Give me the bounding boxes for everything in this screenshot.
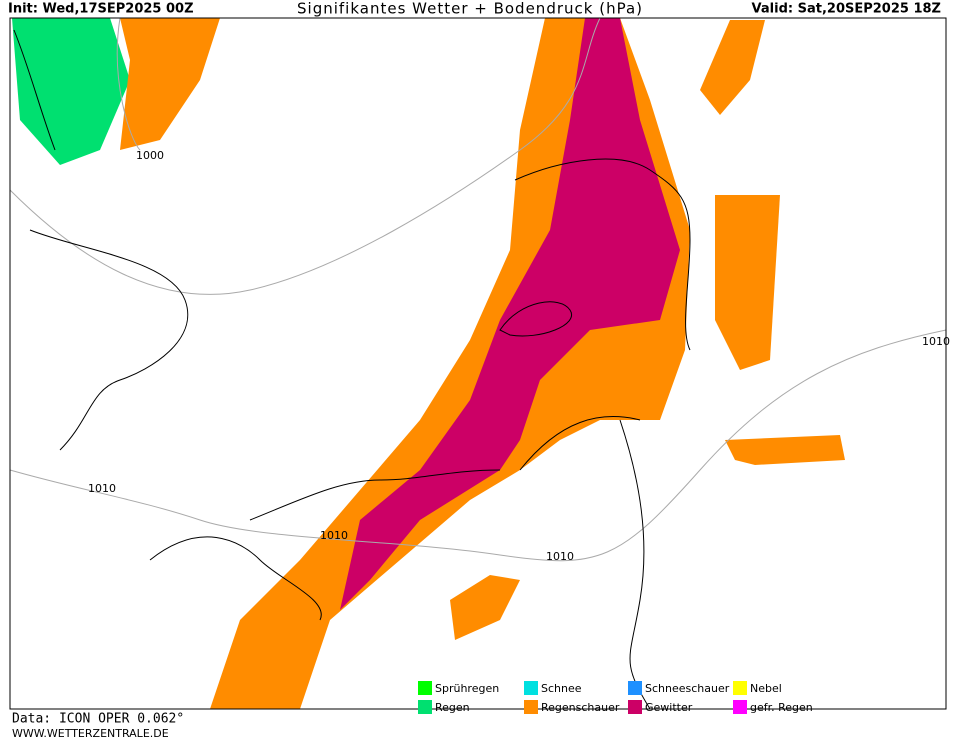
shower-area — [725, 435, 845, 465]
shower-area — [700, 20, 765, 115]
shower-area — [450, 575, 520, 640]
legend-swatch — [524, 700, 538, 714]
init-time: Init: Wed,17SEP2025 00Z — [8, 2, 194, 17]
border — [149, 416, 651, 710]
isobars — [9, 17, 947, 562]
legend-label: gefr. Regen — [750, 701, 813, 714]
legend-swatch — [628, 700, 642, 714]
isobar-label: 1010 — [88, 482, 116, 495]
website: WWW.WETTERZENTRALE.DE — [12, 727, 169, 740]
legend: Sprühregen Regen Schnee Regenschauer Schnees… — [418, 681, 813, 714]
isobar — [9, 329, 947, 562]
legend-label: Nebel — [750, 682, 782, 695]
valid-time: Valid: Sat,20SEP2025 18Z — [752, 2, 941, 17]
isobar-label: 1000 — [136, 149, 164, 162]
legend-swatch — [733, 700, 747, 714]
map-frame — [9, 17, 947, 710]
legend-label: Schnee — [541, 682, 582, 695]
legend-swatch — [418, 700, 432, 714]
isobar — [116, 17, 141, 151]
precip-areas — [12, 18, 845, 709]
isobar — [9, 17, 601, 295]
rain-area — [12, 18, 130, 165]
legend-label: Regenschauer — [541, 701, 620, 714]
legend-swatch — [524, 681, 538, 695]
coastlines — [13, 29, 691, 710]
isobar-label: 1010 — [546, 550, 574, 563]
legend-label: Regen — [435, 701, 470, 714]
legend-swatch — [628, 681, 642, 695]
legend-swatch — [733, 681, 747, 695]
legend-label: Sprühregen — [435, 682, 499, 695]
shower-area — [715, 195, 780, 370]
isobar-label: 1010 — [922, 335, 950, 348]
isobar-label: 1010 — [320, 529, 348, 542]
legend-label: Schneeschauer — [645, 682, 730, 695]
data-source: Data: ICON OPER 0.062° — [12, 712, 184, 727]
map-title: Signifikantes Wetter + Bodendruck (hPa) — [297, 0, 643, 18]
thunder-area — [340, 18, 680, 610]
legend-label: Gewitter — [645, 701, 693, 714]
legend-swatch — [418, 681, 432, 695]
shower-area — [120, 18, 220, 150]
coastline — [13, 29, 691, 451]
coastline — [499, 301, 573, 337]
